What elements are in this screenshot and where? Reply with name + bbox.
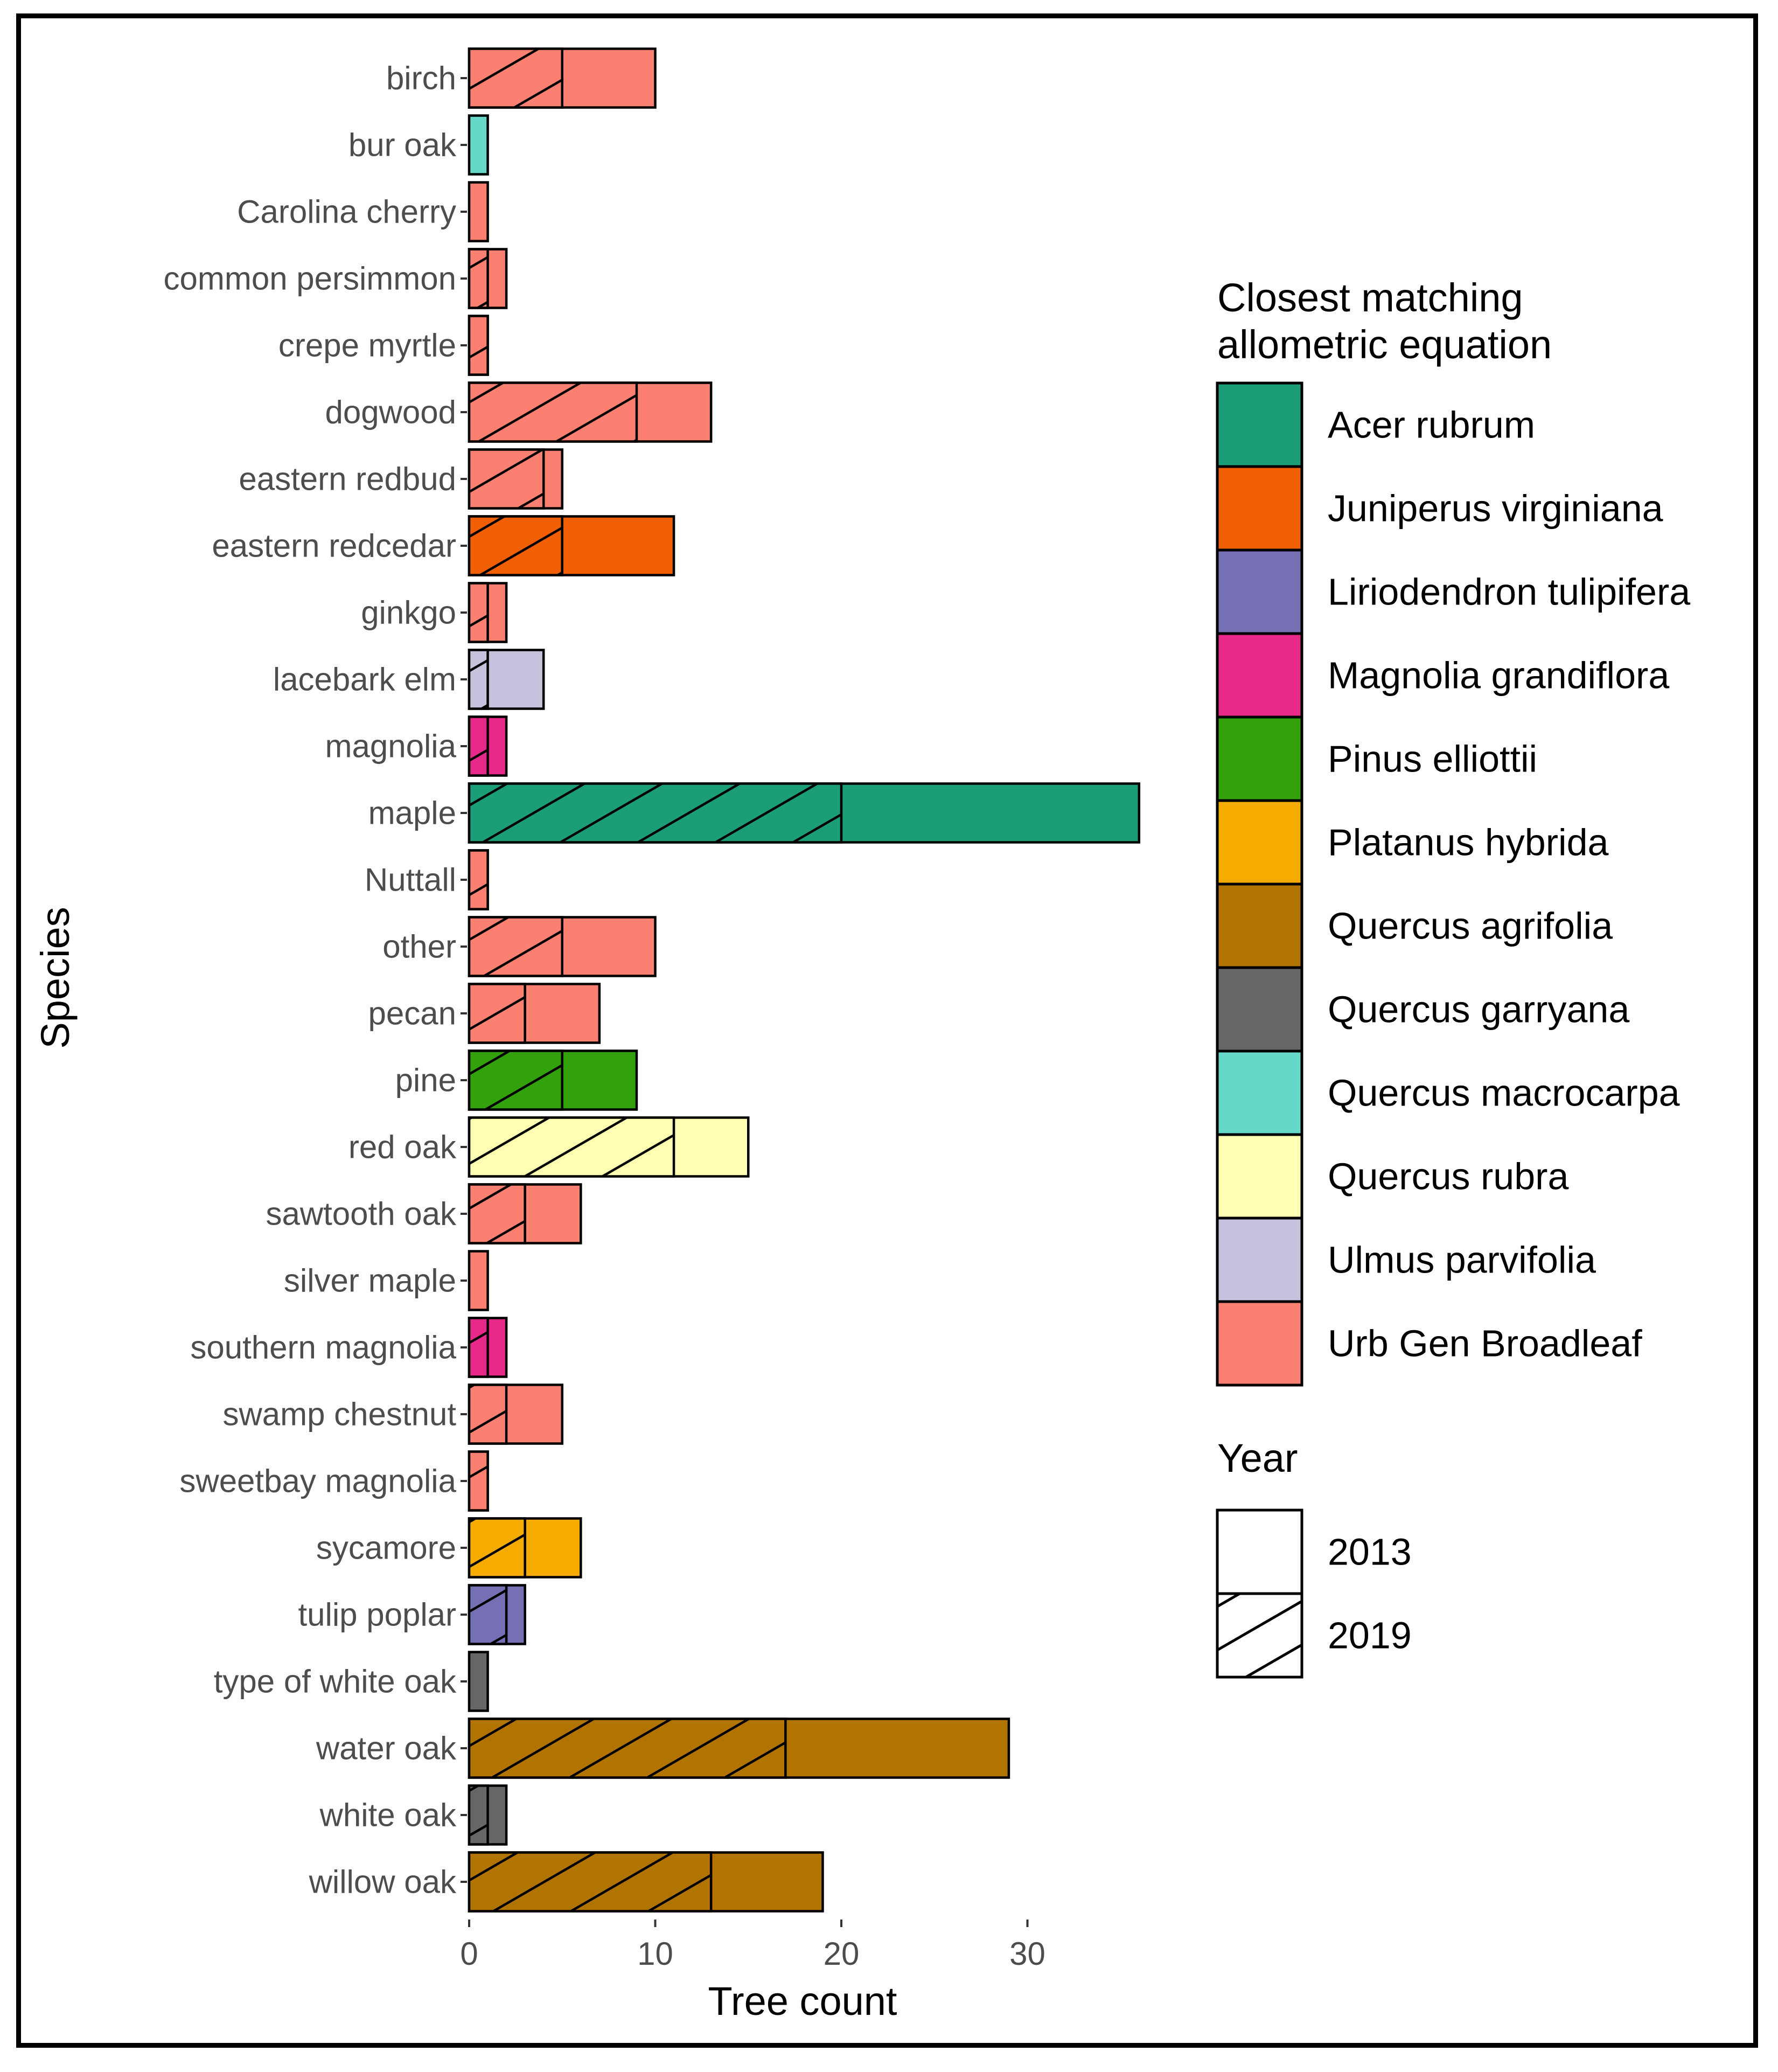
bar-2019-lacebark-elm bbox=[468, 649, 489, 710]
x-tick-label-10: 10 bbox=[637, 1936, 673, 1972]
legend-label-juniperus-virginiana: Juniperus virginiana bbox=[1328, 488, 1663, 530]
bar-2019-pine bbox=[468, 1049, 563, 1111]
y-tick-label-sweetbay-magnolia: sweetbay magnolia bbox=[179, 1463, 456, 1499]
legend-label-acer-rubrum: Acer rubrum bbox=[1328, 404, 1535, 446]
legend-label-urb-gen-broadleaf: Urb Gen Broadleaf bbox=[1328, 1323, 1642, 1365]
legend-swatch-quercus-rubra bbox=[1216, 1133, 1303, 1220]
y-tick-label-white-oak: white oak bbox=[319, 1797, 457, 1833]
legend-fill-title-line: Closest matching bbox=[1217, 275, 1523, 320]
bar-2019-tulip-poplar bbox=[468, 1584, 508, 1645]
y-tick-label-sawtooth-oak: sawtooth oak bbox=[266, 1196, 457, 1232]
legend-label-quercus-agrifolia: Quercus agrifolia bbox=[1328, 905, 1613, 947]
y-axis-title: Species bbox=[33, 907, 78, 1048]
legend-swatch-acer-rubrum bbox=[1216, 381, 1303, 468]
axes-group: birch bur oak Carolina cherry common persim… bbox=[33, 60, 1045, 2024]
legend-swatch-platanus-hybrida bbox=[1216, 799, 1303, 886]
bar-2019-eastern-redcedar bbox=[468, 515, 563, 576]
legend-swatch-juniperus-virginiana bbox=[1216, 465, 1303, 552]
y-tick-label-ginkgo: ginkgo bbox=[361, 595, 456, 631]
bar-2019-maple bbox=[468, 782, 843, 844]
y-tick-label-pecan: pecan bbox=[368, 996, 456, 1032]
bar-2019-birch bbox=[468, 47, 563, 109]
x-tick-label-20: 20 bbox=[824, 1936, 860, 1972]
bar-2019-other bbox=[468, 916, 563, 977]
bar-2019-red-oak bbox=[468, 1116, 675, 1178]
y-tick-label-willow-oak: willow oak bbox=[309, 1864, 457, 1900]
y-tick-label-water-oak: water oak bbox=[316, 1730, 457, 1767]
legend-year-swatch-2013 bbox=[1216, 1508, 1303, 1595]
bar-2019-sweetbay-magnolia bbox=[468, 1450, 489, 1512]
y-tick-label-nuttall: Nuttall bbox=[365, 862, 456, 898]
y-tick-label-dogwood: dogwood bbox=[325, 394, 456, 430]
y-tick-label-tulip-poplar: tulip poplar bbox=[298, 1597, 456, 1633]
legend-label-quercus-rubra: Quercus rubra bbox=[1328, 1156, 1568, 1198]
y-tick-label-crepe-myrtle: crepe myrtle bbox=[278, 328, 456, 364]
bar-2019-willow-oak bbox=[468, 1851, 713, 1913]
y-tick-label-eastern-redcedar: eastern redcedar bbox=[212, 528, 456, 564]
legend-swatch-urb-gen-broadleaf bbox=[1216, 1300, 1303, 1387]
legend-fill-title-line: allometric equation bbox=[1217, 322, 1552, 367]
y-tick-label-maple: maple bbox=[368, 795, 456, 831]
x-tick-label-30: 30 bbox=[1009, 1936, 1045, 1972]
y-tick-label-eastern-redbud: eastern redbud bbox=[239, 461, 456, 497]
y-tick-label-carolina-cherry: Carolina cherry bbox=[237, 194, 456, 230]
legend-label-platanus-hybrida: Platanus hybrida bbox=[1328, 822, 1609, 864]
y-tick-label-silver-maple: silver maple bbox=[284, 1263, 456, 1299]
bar-2019-white-oak bbox=[468, 1784, 489, 1846]
legend-swatch-liriodendron-tulipifera bbox=[1216, 548, 1303, 635]
bar-2019-eastern-redbud bbox=[468, 448, 545, 510]
bar-2019-sycamore bbox=[468, 1517, 526, 1579]
bar-2013-bur-oak bbox=[468, 114, 489, 176]
bar-2019-crepe-myrtle bbox=[468, 315, 489, 376]
bar-2013-type-of-white-oak bbox=[468, 1651, 489, 1712]
legend-year-label-2019: 2019 bbox=[1328, 1615, 1412, 1657]
bar-2013-carolina-cherry bbox=[468, 181, 489, 242]
x-tick-label-0: 0 bbox=[460, 1936, 478, 1972]
legend-year-label-2013: 2013 bbox=[1328, 1531, 1412, 1573]
bar-2019-common-persimmon bbox=[468, 248, 489, 309]
bar-2019-water-oak bbox=[468, 1718, 787, 1779]
y-tick-label-red-oak: red oak bbox=[348, 1129, 457, 1165]
legend-swatch-ulmus-parvifolia bbox=[1216, 1216, 1303, 1303]
legend-swatch-magnolia-grandiflora bbox=[1216, 632, 1303, 719]
bar-2019-ginkgo bbox=[468, 582, 489, 643]
legend-label-liriodendron-tulipifera: Liriodendron tulipifera bbox=[1328, 571, 1690, 613]
legend-label-pinus-elliottii: Pinus elliottii bbox=[1328, 738, 1537, 780]
bar-2019-dogwood bbox=[468, 381, 638, 443]
y-tick-label-swamp-chestnut: swamp chestnut bbox=[222, 1396, 456, 1433]
bar-2019-sawtooth-oak bbox=[468, 1183, 526, 1244]
bar-2013-silver-maple bbox=[468, 1250, 489, 1311]
legend-swatch-quercus-garryana bbox=[1216, 966, 1303, 1053]
legend-label-quercus-macrocarpa: Quercus macrocarpa bbox=[1328, 1072, 1680, 1114]
bar-2019-southern-magnolia bbox=[468, 1317, 489, 1378]
y-tick-label-sycamore: sycamore bbox=[316, 1530, 456, 1566]
legend-year-stripes-2019 bbox=[1216, 1592, 1303, 1679]
bar-2019-swamp-chestnut bbox=[468, 1383, 508, 1445]
bar-2019-nuttall bbox=[468, 849, 489, 910]
legend-fill-title: Closest matching allometric equation bbox=[1217, 275, 1552, 367]
y-tick-label-southern-magnolia: southern magnolia bbox=[190, 1330, 456, 1366]
legend-label-ulmus-parvifolia: Ulmus parvifolia bbox=[1328, 1239, 1596, 1281]
y-tick-label-magnolia: magnolia bbox=[325, 728, 457, 764]
y-tick-label-type-of-white-oak: type of white oak bbox=[214, 1664, 457, 1700]
x-axis-title: Tree count bbox=[708, 1979, 897, 2024]
y-tick-label-birch: birch bbox=[386, 60, 456, 96]
y-tick-label-bur-oak: bur oak bbox=[348, 127, 457, 163]
figure-frame bbox=[16, 13, 1758, 2048]
bar-2019-pecan bbox=[468, 983, 526, 1044]
bar-2019-magnolia bbox=[468, 715, 489, 777]
y-tick-label-common-persimmon: common persimmon bbox=[164, 261, 457, 297]
y-tick-label-lacebark-elm: lacebark elm bbox=[273, 662, 456, 698]
legend-swatch-pinus-elliottii bbox=[1216, 715, 1303, 802]
legend-label-quercus-garryana: Quercus garryana bbox=[1328, 989, 1629, 1031]
legend-group: Closest matching allometric equation Acer … bbox=[1216, 275, 1690, 1679]
legend-swatch-quercus-agrifolia bbox=[1216, 882, 1303, 969]
y-tick-label-other: other bbox=[382, 929, 456, 965]
legend-year-title: Year bbox=[1217, 1436, 1298, 1480]
y-tick-label-pine: pine bbox=[395, 1062, 456, 1098]
bars-group bbox=[468, 47, 1141, 1913]
legend-swatch-quercus-macrocarpa bbox=[1216, 1049, 1303, 1136]
legend-label-magnolia-grandiflora: Magnolia grandiflora bbox=[1328, 655, 1669, 697]
